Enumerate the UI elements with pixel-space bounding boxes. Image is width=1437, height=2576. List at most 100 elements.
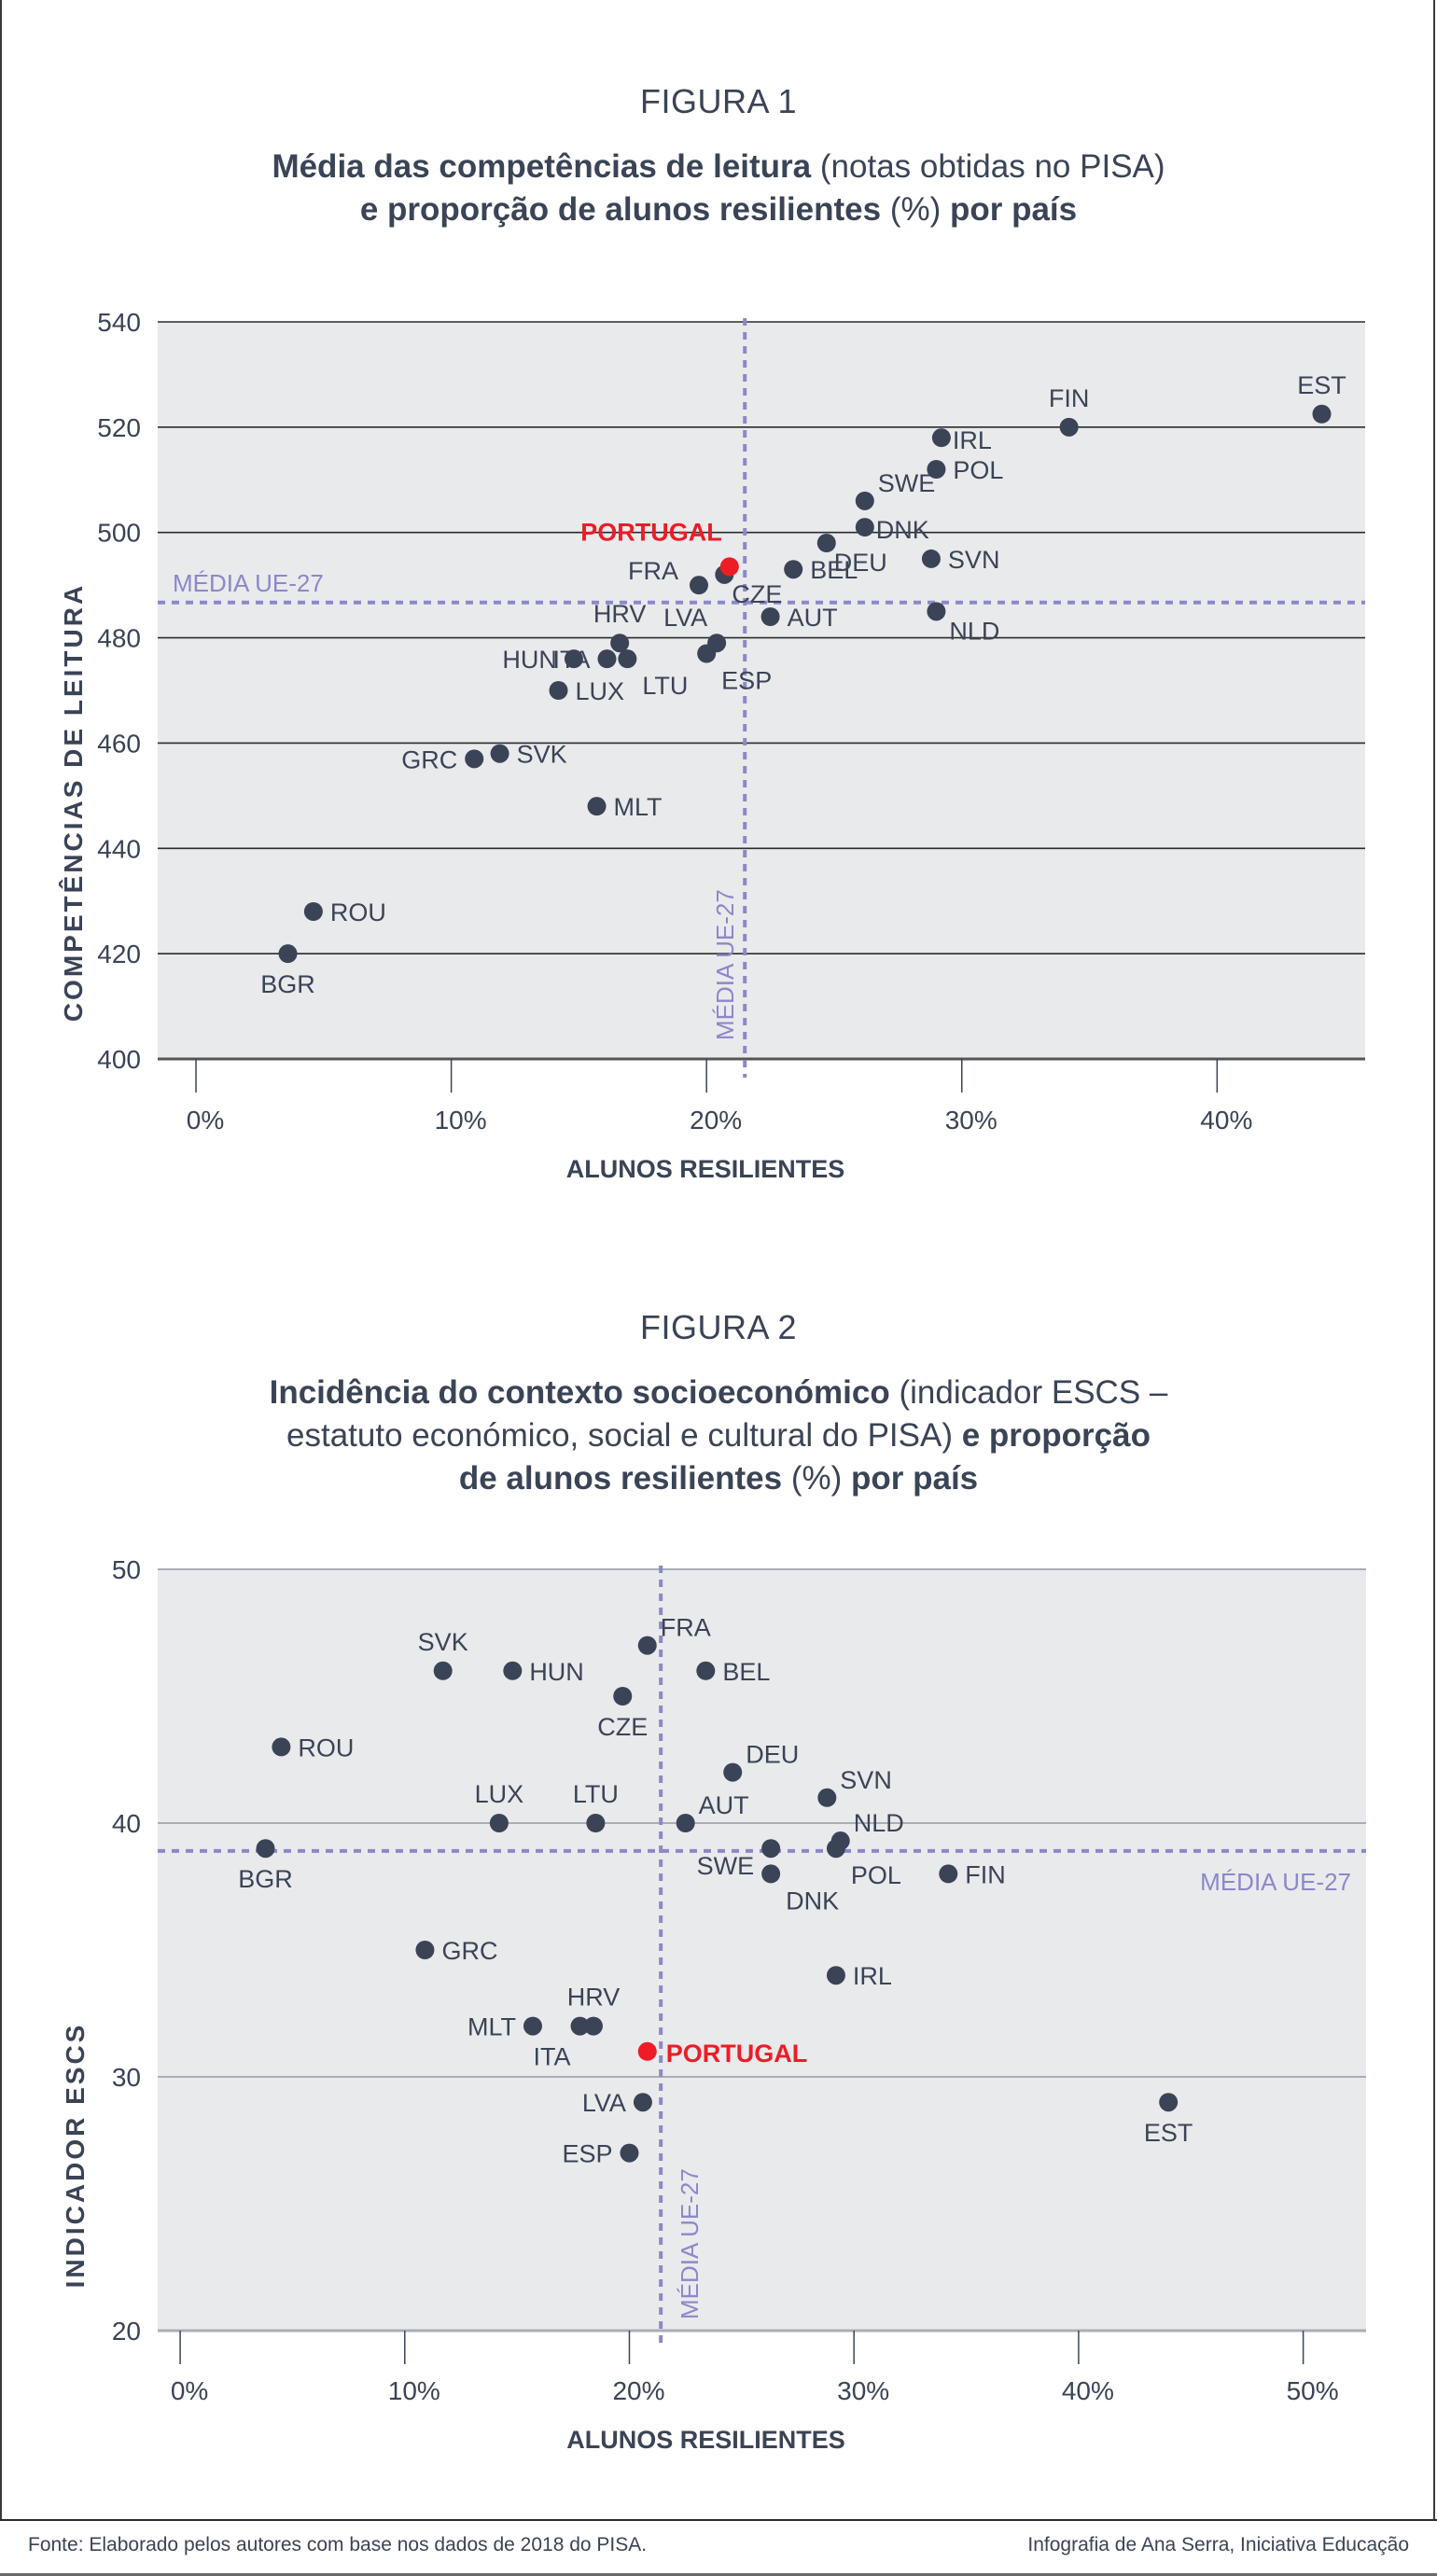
point-label: ITA [534,2043,571,2071]
data-point [826,1966,845,1985]
title-part: Média das competências de leitura [272,148,812,185]
point-label: LUX [475,1780,524,1808]
x-tick-label: 0% [171,2376,208,2405]
title-part: de alunos resilientes [458,1460,783,1497]
data-point [931,428,951,448]
data-point [817,1788,837,1807]
x-tick-label: 10% [388,2376,440,2405]
point-label: POL [851,1861,901,1889]
data-point [490,744,509,763]
point-label: IRL [953,426,992,454]
data-point [549,681,568,700]
data-point [855,491,874,510]
x-tick-label: 20% [612,2376,664,2405]
data-point [760,607,780,626]
plot-area [158,1569,1366,2331]
point-label: BGR [238,1865,293,1893]
eu-mean-label-vertical: MÉDIA UE-27 [711,889,739,1040]
point-label: EST [1144,2119,1193,2147]
point-label: ROU [298,1734,354,1761]
x-tick-label: 0% [187,1106,224,1135]
figure-1-label: FIGURA 1 [639,82,798,120]
data-point [613,1687,633,1706]
data-point [523,2016,542,2036]
point-label: FRA [661,1614,711,1642]
bottom-bar [0,2573,1437,2576]
data-point [465,749,484,769]
y-axis-title: COMPETÊNCIAS DE LEITURA [59,583,88,1022]
data-point [939,1864,958,1884]
point-label: GRC [401,745,457,773]
point-label: CZE [597,1713,648,1741]
figure-2-chart: 20 30 40 50 0% 10% 20% 30% 40% 50% ALUNOS RESILIEN… [61,1555,1366,2454]
point-label: AUT [788,604,838,632]
footer-credit: Infografia de Ana Serra, Iniciativa Educ… [1027,2534,1409,2555]
point-label: ESP [562,2140,612,2168]
data-point [633,2093,652,2112]
infographic-frame [0,0,1435,2519]
data-point [1312,404,1332,424]
point-label: DEU [746,1741,799,1769]
eu-mean-label-horizontal: MÉDIA UE-27 [173,569,324,597]
point-label: LUX [576,677,625,705]
point-label: ROU [330,898,386,926]
title-part: por país [842,1460,979,1497]
point-label: SVN [840,1766,892,1794]
data-point [707,634,727,653]
highlight-point [637,2041,657,2061]
data-point [921,549,941,568]
point-label: CZE [732,580,782,608]
data-point [689,576,708,595]
title-part: (%) [782,1460,843,1497]
y-tick-label: 30 [112,2063,141,2092]
data-point [696,1661,716,1680]
point-label: POL [953,456,1003,484]
y-tick-label: 400 [97,1045,141,1074]
y-tick-label: 40 [112,1809,141,1838]
y-tick-label: 50 [112,1555,141,1584]
data-point [597,649,617,669]
data-point [637,1636,657,1655]
point-label: LVA [582,2089,626,2117]
point-label: SWE [878,469,936,497]
data-point [618,649,637,669]
title-part: estatuto económico, social e cultural do… [286,1417,953,1454]
x-tick-label: 20% [690,1106,742,1135]
data-point [415,1941,435,1959]
x-axis-title: ALUNOS RESILIENTES [566,2426,845,2454]
data-point [256,1839,275,1859]
title-part: e proporção [953,1417,1151,1454]
figure-1-title: Média das competências de leitura (notas… [0,146,1437,231]
y-tick-label: 500 [97,519,141,548]
data-point [723,1762,743,1782]
data-point [676,1814,695,1832]
point-label: SVK [517,741,567,769]
point-label: HUN [529,1658,584,1686]
point-label: BEL [722,1658,770,1686]
footer-divider [0,2519,1437,2521]
point-label: HUN [502,646,557,674]
data-point [620,2143,639,2163]
data-point [1159,2093,1179,2112]
x-tick-label: 40% [1200,1106,1252,1135]
title-part: e proporção de alunos resilientes [359,191,882,228]
point-label: LTU [642,672,688,700]
highlight-label: PORTUGAL [580,518,722,546]
data-point [761,1864,781,1884]
point-label: ITA [552,646,590,674]
point-label: DNK [786,1887,839,1915]
point-label: NLD [854,1809,904,1837]
data-point [855,518,874,537]
point-label: HRV [567,1984,621,2012]
x-tick-label: 40% [1062,2376,1114,2405]
highlight-point [719,557,739,577]
point-label: IRL [853,1962,892,1990]
point-label: EST [1297,371,1346,399]
eu-mean-label-vertical: MÉDIA UE-27 [676,2168,704,2319]
data-point [927,602,946,621]
plot-area [158,322,1365,1059]
y-tick-label: 420 [97,940,141,968]
data-point [583,2016,603,2036]
x-tick-label: 30% [837,2376,889,2405]
point-label: HRV [593,600,647,628]
